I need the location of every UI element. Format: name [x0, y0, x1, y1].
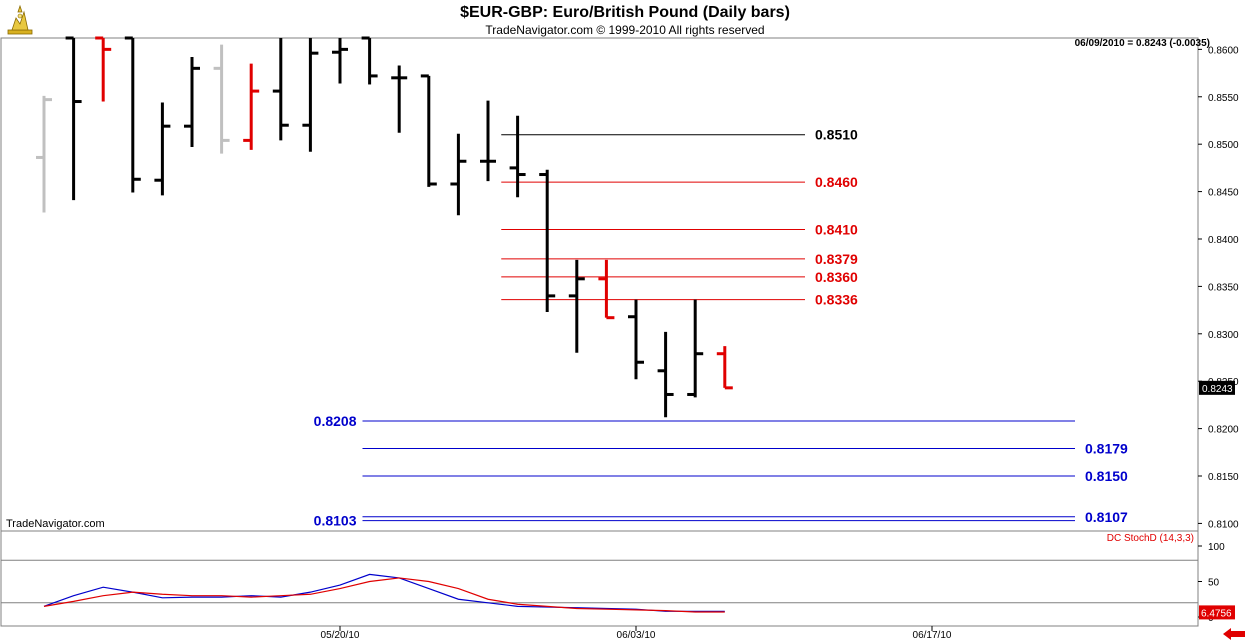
price-tick-label: 0.8450: [1208, 188, 1239, 199]
price-bar: [272, 38, 289, 141]
level-label: 0.8150: [1085, 468, 1128, 484]
price-bar: [332, 38, 348, 84]
current-price-label: 0.8243: [1202, 384, 1233, 395]
stoch-d-line: [43, 577, 725, 613]
price-bar: [450, 133, 467, 216]
level-label: 0.8360: [815, 269, 858, 285]
stoch-value-box: [1199, 605, 1235, 620]
price-bar: [687, 299, 704, 398]
level-label: 0.8410: [815, 222, 858, 238]
price-bar: [65, 36, 82, 201]
price-bar: [509, 115, 526, 198]
current-price-box: [1199, 380, 1235, 395]
price-tick-label: 0.8350: [1208, 282, 1239, 293]
stoch-value-label: 6.4756: [1201, 608, 1232, 619]
price-bar: [36, 95, 52, 213]
price-bar: [184, 56, 200, 148]
price-bar: [420, 74, 437, 187]
price-bar: [95, 36, 112, 102]
level-label: 0.8103: [314, 513, 357, 529]
price-bar: [628, 299, 644, 380]
date-tick-label: 06/03/10: [617, 630, 656, 641]
level-label: 0.8179: [1085, 441, 1128, 457]
price-tick-label: 0.8100: [1208, 519, 1239, 530]
price-tick-label: 0.8200: [1208, 425, 1239, 436]
stoch-tick-label: 50: [1208, 578, 1220, 589]
watermark-text: TradeNavigator.com: [6, 518, 105, 530]
price-tick-label: 0.8400: [1208, 235, 1239, 246]
price-bar: [213, 44, 230, 154]
level-label: 0.8336: [815, 292, 858, 308]
price-bar: [124, 36, 141, 193]
level-label: 0.8460: [815, 174, 858, 190]
price-bar: [539, 169, 556, 312]
price-bar: [302, 38, 319, 152]
price-bar: [243, 63, 260, 150]
level-label: 0.8510: [815, 127, 858, 143]
level-label: 0.8107: [1085, 509, 1128, 525]
price-bar: [657, 331, 674, 418]
chart-title: $EUR-GBP: Euro/British Pound (Daily bars…: [460, 4, 790, 21]
date-tick-label: 05/20/10: [321, 630, 360, 641]
price-bar: [480, 100, 496, 182]
price-bar: [716, 346, 733, 390]
price-tick-label: 0.8300: [1208, 330, 1239, 341]
copyright-text: TradeNavigator.com © 1999-2010 All right…: [485, 23, 765, 37]
scroll-left-arrow-icon[interactable]: [1222, 627, 1246, 641]
price-bar: [598, 259, 615, 320]
price-tick-label: 0.8550: [1208, 93, 1239, 104]
stoch-k-line: [43, 573, 725, 612]
price-tick-label: 0.8600: [1208, 45, 1239, 56]
price-bar: [391, 65, 408, 133]
level-label: 0.8379: [815, 251, 858, 267]
stoch-tick-label: 100: [1208, 542, 1225, 553]
last-quote: 06/09/2010 = 0.8243 (-0.0035): [1074, 38, 1210, 49]
price-tick-label: 0.8500: [1208, 140, 1239, 151]
price-bar: [361, 36, 378, 85]
price-tick-label: 0.8150: [1208, 472, 1239, 483]
date-tick-label: 06/17/10: [913, 630, 952, 641]
price-bar: [154, 102, 171, 196]
tradenavigator-logo-icon: [7, 4, 33, 35]
level-label: 0.8208: [314, 413, 357, 429]
study-label: DC StochD (14,3,3): [1106, 533, 1194, 544]
price-bar: [568, 259, 585, 353]
